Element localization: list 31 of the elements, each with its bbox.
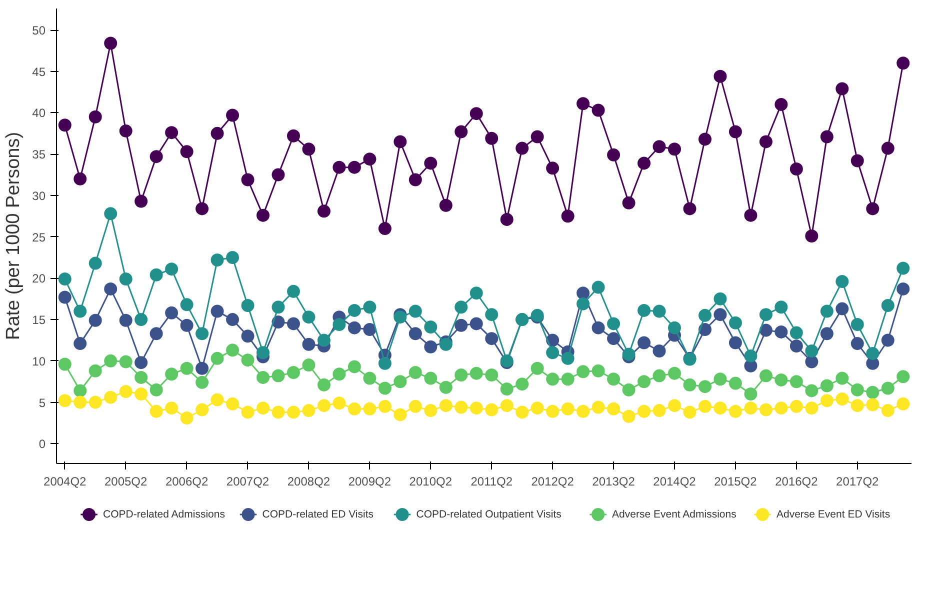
x-tick-label: 2009Q2 — [348, 474, 392, 488]
x-tick-label: 2016Q2 — [775, 474, 818, 488]
legend-label: Adverse Event ED Visits — [776, 508, 890, 520]
y-tick-label: 40 — [32, 106, 46, 120]
x-tick-label: 2010Q2 — [409, 474, 452, 488]
y-tick-label: 35 — [32, 148, 46, 162]
legend-label: COPD-related ED Visits — [262, 508, 374, 520]
x-tick-label: 2004Q2 — [44, 474, 87, 488]
legend-label: COPD-related Admissions — [103, 508, 225, 520]
legend-label: COPD-related Outpatient Visits — [416, 508, 562, 520]
y-tick-label: 10 — [32, 354, 46, 368]
y-tick-label: 45 — [32, 64, 46, 79]
y-axis-title: Rate (per 1000 Persons) — [3, 132, 24, 340]
x-tick-label: 2012Q2 — [531, 474, 574, 488]
x-tick-label: 2014Q2 — [653, 474, 696, 488]
y-tick-label: 20 — [32, 272, 46, 286]
x-tick-label: 2006Q2 — [165, 474, 208, 488]
y-tick-label: 15 — [32, 313, 46, 328]
x-tick-label: 2008Q2 — [287, 474, 330, 488]
x-tick-label: 2013Q2 — [592, 474, 636, 488]
x-tick-label: 2011Q2 — [470, 474, 513, 488]
x-tick-label: 2017Q2 — [836, 474, 880, 488]
y-tick-label: 25 — [32, 230, 46, 244]
x-tick-label: 2005Q2 — [104, 474, 148, 488]
y-tick-label: 0 — [38, 437, 46, 452]
y-tick-label: 30 — [32, 188, 46, 203]
y-tick-label: 5 — [38, 396, 46, 410]
legend-label: Adverse Event Admissions — [612, 508, 736, 520]
y-tick-label: 50 — [32, 24, 46, 38]
x-tick-label: 2015Q2 — [714, 474, 758, 488]
x-tick-label: 2007Q2 — [226, 474, 270, 488]
